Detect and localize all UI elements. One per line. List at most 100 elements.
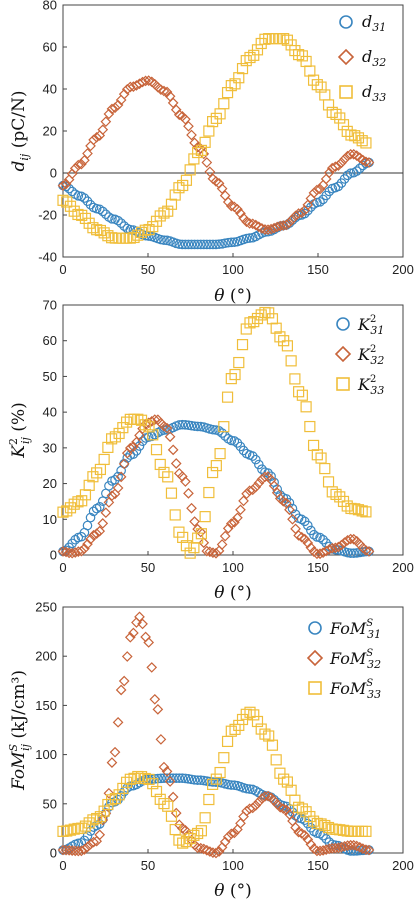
data-point	[170, 104, 182, 116]
data-point	[73, 838, 84, 849]
data-point	[88, 506, 99, 517]
data-point	[323, 544, 335, 555]
data-point	[289, 373, 301, 385]
data-point	[315, 532, 325, 543]
data-point	[299, 830, 311, 841]
data-point	[336, 157, 347, 169]
data-point	[124, 232, 136, 244]
data-point	[334, 112, 346, 124]
y-tick-label: 250	[35, 600, 57, 615]
data-point	[281, 776, 293, 788]
data-point	[204, 166, 216, 178]
data-point	[94, 463, 107, 476]
data-point	[139, 419, 151, 431]
legend-entry-k32: K2 32	[334, 344, 384, 367]
y-tick-label: 80	[43, 0, 57, 13]
data-point	[165, 198, 178, 210]
data-point	[188, 153, 200, 165]
data-point	[118, 675, 130, 687]
data-point	[270, 32, 282, 45]
data-point	[158, 466, 170, 479]
data-point	[121, 651, 133, 662]
data-point	[278, 32, 290, 45]
data-point	[296, 531, 308, 543]
data-point	[277, 495, 289, 507]
data-point	[140, 631, 151, 643]
data-point	[137, 618, 148, 630]
data-point	[210, 773, 222, 785]
data-point	[251, 715, 264, 728]
data-point	[91, 528, 103, 539]
data-point	[342, 150, 353, 162]
data-point	[173, 182, 185, 194]
data-point	[333, 160, 344, 171]
data-point	[247, 802, 259, 814]
data-point	[195, 842, 207, 854]
data-point	[240, 708, 252, 720]
data-point	[244, 233, 255, 243]
data-point	[270, 754, 282, 766]
data-point	[88, 836, 99, 848]
data-point	[304, 65, 316, 77]
data-point	[225, 725, 237, 737]
data-point	[192, 532, 204, 544]
data-point	[201, 545, 213, 557]
y-tick-label: -20	[38, 208, 57, 223]
data-point	[180, 239, 191, 250]
data-point	[218, 421, 230, 433]
x-tick-label: 0	[59, 262, 66, 277]
data-point	[334, 824, 346, 836]
data-point	[109, 746, 121, 758]
data-point	[68, 205, 80, 217]
series-k31	[58, 419, 374, 558]
data-point	[94, 502, 105, 512]
data-point	[135, 226, 148, 238]
legend-entry-d31: d31	[339, 12, 386, 34]
data-point	[225, 200, 237, 212]
data-point	[109, 792, 121, 805]
data-point	[87, 471, 99, 483]
data-point	[225, 828, 237, 840]
data-point	[128, 772, 140, 784]
series-fom33	[57, 706, 372, 849]
data-point	[118, 458, 130, 470]
data-point	[161, 766, 173, 777]
data-point	[305, 542, 317, 553]
data-point	[103, 787, 115, 799]
data-point	[320, 844, 332, 855]
x-tick-label: 100	[222, 858, 244, 873]
data-point	[124, 81, 136, 93]
data-point	[169, 509, 181, 521]
x-tick-label: 0	[59, 560, 66, 575]
y-axis-label: K2ij (%)	[7, 402, 32, 458]
data-point	[293, 386, 305, 398]
data-point	[244, 218, 256, 229]
data-point	[154, 793, 166, 805]
data-point	[177, 531, 189, 543]
data-point	[214, 239, 224, 250]
data-point	[112, 99, 124, 111]
data-point	[287, 513, 298, 525]
data-point	[82, 148, 93, 159]
data-point	[113, 232, 125, 244]
data-point	[229, 368, 241, 381]
legend-entry-fom33: FoMS 33	[308, 678, 381, 701]
data-point	[322, 99, 335, 111]
data-point	[352, 825, 365, 837]
ticks: 0 50 100 150 200 0 50 100 150 200 250	[35, 600, 414, 874]
marks	[57, 611, 375, 859]
data-point	[319, 819, 331, 832]
x-tick-label: 200	[392, 262, 414, 277]
data-point	[356, 135, 368, 147]
data-point	[341, 500, 353, 512]
data-point	[345, 168, 356, 179]
y-tick-label: 20	[43, 124, 57, 139]
data-point	[169, 189, 181, 201]
data-point	[106, 757, 118, 768]
data-point	[217, 428, 227, 438]
data-point	[199, 136, 211, 148]
data-point	[69, 163, 81, 174]
data-point	[284, 217, 295, 228]
data-point	[349, 503, 361, 515]
